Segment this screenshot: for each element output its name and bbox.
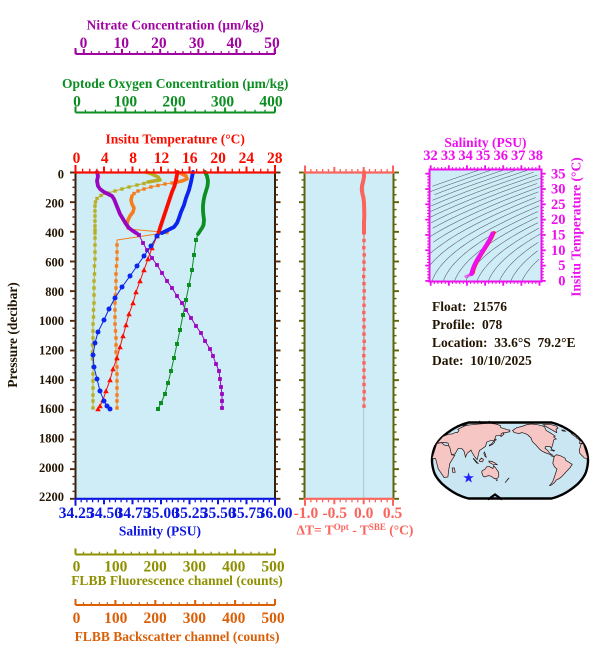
- svg-text:24: 24: [239, 150, 255, 167]
- svg-text:30: 30: [189, 35, 205, 52]
- svg-text:2000: 2000: [39, 461, 64, 475]
- svg-text:4: 4: [101, 150, 109, 167]
- svg-text:Nitrate Concentration (μm/kg): Nitrate Concentration (μm/kg): [87, 18, 264, 33]
- svg-text:35: 35: [476, 148, 491, 164]
- svg-text:1600: 1600: [39, 402, 64, 416]
- svg-text:600: 600: [45, 255, 64, 269]
- svg-text:Salinity (PSU): Salinity (PSU): [119, 524, 201, 539]
- svg-text:500: 500: [261, 559, 285, 576]
- svg-text:0: 0: [58, 167, 64, 181]
- svg-text:FLBB Backscatter channel (coun: FLBB Backscatter channel (counts): [75, 629, 280, 644]
- svg-text:Insitu Temperature (°C): Insitu Temperature (°C): [105, 132, 244, 147]
- svg-text:400: 400: [259, 93, 283, 110]
- svg-text:Salinity (PSU): Salinity (PSU): [444, 135, 526, 150]
- svg-text:200: 200: [162, 93, 186, 110]
- svg-text:Pressure (decibar): Pressure (decibar): [5, 282, 20, 388]
- svg-text:0: 0: [73, 559, 81, 576]
- svg-text:1800: 1800: [39, 432, 64, 446]
- svg-text:35.00: 35.00: [144, 505, 179, 522]
- svg-text:35: 35: [551, 166, 566, 182]
- svg-text:30: 30: [551, 182, 566, 198]
- svg-text:FLBB Fluorescence channel (cou: FLBB Fluorescence channel (counts): [71, 573, 283, 588]
- svg-text:300: 300: [183, 610, 207, 627]
- svg-text:400: 400: [45, 226, 64, 240]
- svg-text:1000: 1000: [39, 314, 64, 328]
- svg-text:400: 400: [222, 559, 246, 576]
- svg-text:34: 34: [458, 148, 473, 164]
- svg-text:37: 37: [511, 148, 526, 164]
- svg-text:Location: 33.6°S 79.2°E: Location: 33.6°S 79.2°E: [432, 335, 576, 350]
- svg-text:100: 100: [104, 559, 128, 576]
- svg-text:10: 10: [113, 35, 129, 52]
- svg-text:34.75: 34.75: [116, 505, 151, 522]
- svg-text:10: 10: [551, 243, 566, 259]
- svg-text:0: 0: [73, 93, 81, 110]
- svg-text:1400: 1400: [39, 373, 64, 387]
- svg-text:34.50: 34.50: [87, 505, 122, 522]
- svg-text:0: 0: [73, 150, 81, 167]
- svg-text:Float: 21576: Float: 21576: [432, 299, 507, 314]
- svg-text:40: 40: [227, 35, 243, 52]
- svg-text:800: 800: [45, 285, 64, 299]
- svg-text:200: 200: [143, 559, 167, 576]
- svg-text:0: 0: [558, 274, 565, 290]
- svg-text:Insitu Temperature (°C): Insitu Temperature (°C): [569, 157, 584, 296]
- svg-text:200: 200: [143, 610, 167, 627]
- svg-text:35.75: 35.75: [229, 505, 264, 522]
- svg-text:20: 20: [551, 212, 566, 228]
- svg-text:100: 100: [104, 610, 128, 627]
- svg-text:Date: 10/10/2025: Date: 10/10/2025: [432, 353, 532, 368]
- svg-text:12: 12: [154, 150, 170, 167]
- svg-text:38: 38: [529, 148, 544, 164]
- svg-text:300: 300: [211, 93, 235, 110]
- svg-text:0.5: 0.5: [383, 505, 403, 522]
- svg-text:0: 0: [73, 610, 81, 627]
- svg-text:15: 15: [551, 228, 566, 244]
- svg-text:0: 0: [80, 35, 88, 52]
- svg-text:20: 20: [210, 150, 226, 167]
- svg-text:300: 300: [183, 559, 207, 576]
- svg-text:Optode Oxygen Concentration (μ: Optode Oxygen Concentration (μm/kg): [62, 76, 288, 91]
- svg-text:33: 33: [441, 148, 456, 164]
- svg-text:200: 200: [45, 197, 64, 211]
- svg-text:50: 50: [264, 35, 280, 52]
- svg-text:ΔT= TOpt - TSBE (°C): ΔT= TOpt - TSBE (°C): [297, 522, 414, 538]
- svg-text:36: 36: [493, 148, 508, 164]
- svg-text:34.25: 34.25: [59, 505, 94, 522]
- svg-text:32: 32: [423, 148, 438, 164]
- svg-text:1200: 1200: [39, 344, 64, 358]
- svg-text:Profile: 078: Profile: 078: [432, 317, 502, 332]
- svg-text:2200: 2200: [39, 490, 64, 504]
- svg-text:-1.0: -1.0: [294, 505, 319, 522]
- svg-text:400: 400: [222, 610, 246, 627]
- svg-text:5: 5: [558, 258, 565, 274]
- svg-text:20: 20: [151, 35, 167, 52]
- svg-text:36.00: 36.00: [258, 505, 293, 522]
- svg-text:100: 100: [114, 93, 138, 110]
- svg-text:-0.5: -0.5: [323, 505, 348, 522]
- svg-text:35.25: 35.25: [172, 505, 207, 522]
- svg-text:16: 16: [182, 150, 198, 167]
- svg-text:25: 25: [551, 197, 566, 213]
- svg-text:28: 28: [267, 150, 283, 167]
- svg-text:8: 8: [129, 150, 137, 167]
- svg-text:35.50: 35.50: [201, 505, 236, 522]
- svg-text:500: 500: [261, 610, 285, 627]
- svg-text:0.0: 0.0: [354, 505, 374, 522]
